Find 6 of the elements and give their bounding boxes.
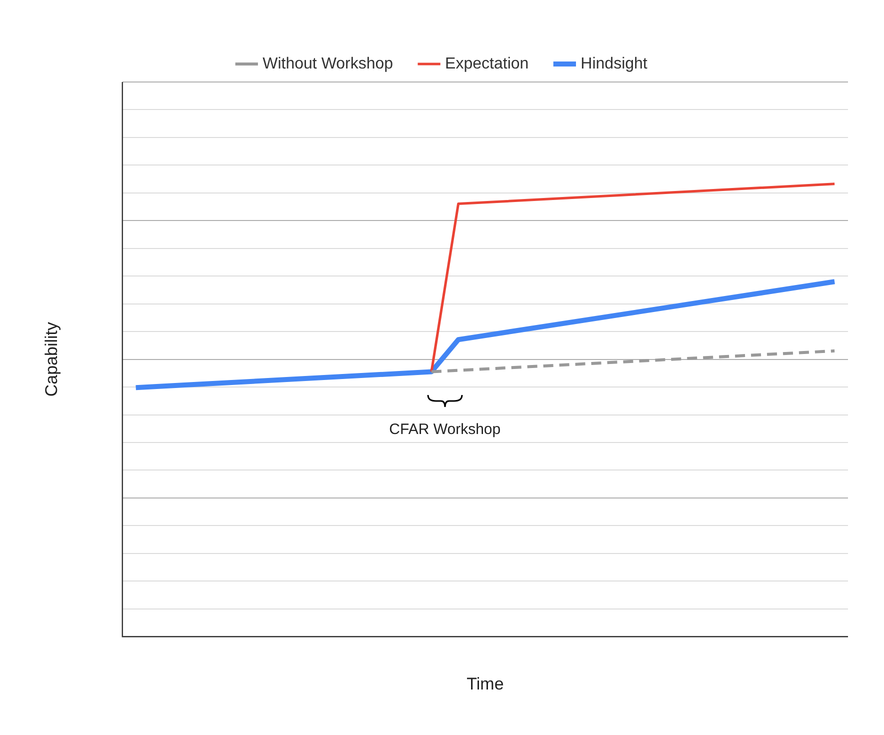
legend-label: Hindsight: [580, 55, 648, 72]
legend-label: Expectation: [445, 55, 529, 72]
x-axis-title: Time: [466, 674, 504, 694]
y-axis-title: Capability: [42, 321, 61, 397]
legend-label: Without Workshop: [262, 55, 394, 72]
annotation: CFAR Workshop: [389, 420, 501, 438]
